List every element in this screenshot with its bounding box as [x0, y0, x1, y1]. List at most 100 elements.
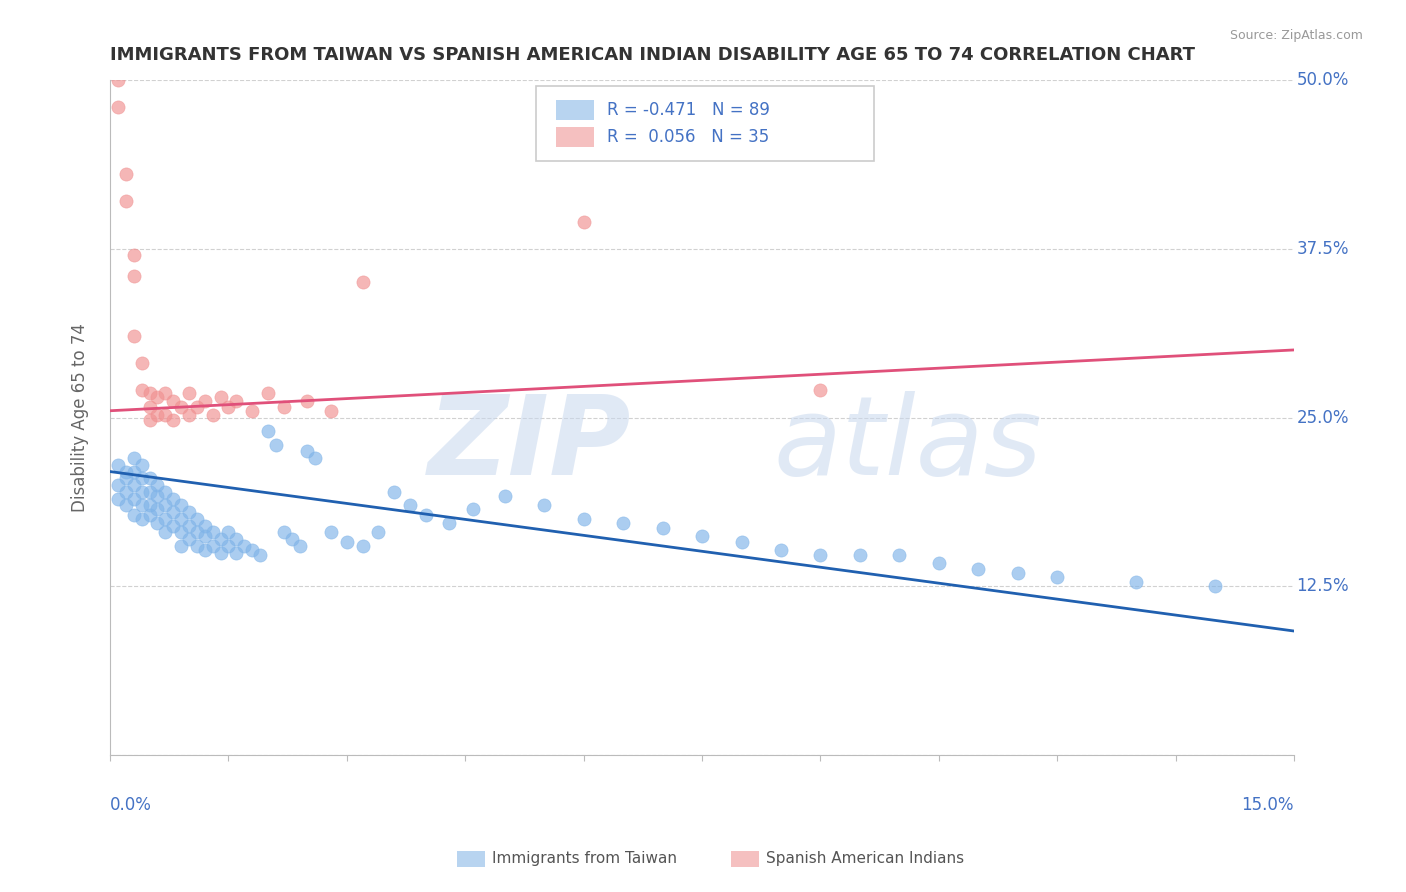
Point	[194, 394, 217, 409]
Point	[131, 471, 153, 485]
Point	[336, 534, 359, 549]
Point	[122, 268, 145, 283]
Text: ZIP: ZIP	[427, 391, 631, 498]
Point	[115, 499, 138, 513]
Point	[122, 329, 145, 343]
Point	[177, 505, 200, 519]
Point	[155, 484, 177, 499]
Point	[162, 413, 184, 427]
Point	[155, 512, 177, 526]
Text: 12.5%: 12.5%	[1296, 577, 1348, 596]
Point	[138, 386, 160, 401]
Point	[297, 444, 319, 458]
Point	[177, 532, 200, 546]
Point	[170, 525, 193, 540]
Point	[115, 194, 138, 209]
Point	[162, 491, 184, 506]
Point	[352, 276, 374, 290]
Point	[201, 525, 224, 540]
Point	[1204, 579, 1226, 593]
Point	[217, 525, 239, 540]
Point	[201, 408, 224, 422]
Point	[967, 562, 990, 576]
Point	[194, 529, 217, 543]
Text: R = -0.471   N = 89: R = -0.471 N = 89	[607, 101, 770, 119]
Point	[810, 549, 832, 563]
Point	[494, 489, 516, 503]
Point	[162, 518, 184, 533]
Point	[131, 499, 153, 513]
Text: IMMIGRANTS FROM TAIWAN VS SPANISH AMERICAN INDIAN DISABILITY AGE 65 TO 74 CORREL: IMMIGRANTS FROM TAIWAN VS SPANISH AMERIC…	[110, 46, 1195, 64]
Point	[170, 512, 193, 526]
Point	[138, 400, 160, 414]
Point	[107, 100, 129, 114]
Point	[162, 505, 184, 519]
Point	[264, 437, 287, 451]
Point	[889, 549, 911, 563]
Point	[131, 484, 153, 499]
Point	[122, 248, 145, 262]
Point	[146, 502, 169, 516]
Point	[186, 512, 208, 526]
Point	[730, 534, 752, 549]
Point	[131, 356, 153, 370]
Point	[273, 400, 295, 414]
Point	[225, 394, 247, 409]
Point	[115, 167, 138, 181]
Point	[209, 390, 232, 404]
Point	[170, 539, 193, 553]
Text: 50.0%: 50.0%	[1296, 70, 1348, 88]
Point	[257, 386, 280, 401]
Point	[463, 502, 485, 516]
Point	[162, 394, 184, 409]
Point	[146, 390, 169, 404]
Point	[146, 516, 169, 530]
Point	[217, 539, 239, 553]
Bar	[557, 127, 595, 147]
Point	[122, 508, 145, 522]
Point	[249, 549, 271, 563]
Point	[122, 451, 145, 466]
Point	[146, 489, 169, 503]
Text: Immigrants from Taiwan: Immigrants from Taiwan	[492, 851, 678, 865]
Point	[170, 499, 193, 513]
Point	[217, 400, 239, 414]
Point	[257, 424, 280, 438]
Point	[1046, 570, 1069, 584]
Point	[107, 478, 129, 492]
Point	[170, 400, 193, 414]
Point	[155, 386, 177, 401]
Text: Spanish American Indians: Spanish American Indians	[766, 851, 965, 865]
Point	[612, 516, 634, 530]
Text: 0.0%: 0.0%	[110, 796, 152, 814]
Point	[115, 465, 138, 479]
Point	[138, 499, 160, 513]
Text: 15.0%: 15.0%	[1241, 796, 1294, 814]
Point	[131, 384, 153, 398]
Point	[138, 484, 160, 499]
Point	[288, 539, 311, 553]
Point	[240, 403, 263, 417]
Text: R =  0.056   N = 35: R = 0.056 N = 35	[607, 128, 769, 146]
Point	[146, 408, 169, 422]
Point	[319, 403, 342, 417]
Point	[225, 546, 247, 560]
Point	[138, 413, 160, 427]
Point	[194, 518, 217, 533]
Point	[177, 408, 200, 422]
Point	[115, 471, 138, 485]
Point	[122, 478, 145, 492]
Point	[690, 529, 713, 543]
Point	[201, 539, 224, 553]
Point	[651, 521, 673, 535]
Point	[849, 549, 872, 563]
Text: atlas: atlas	[773, 391, 1042, 498]
Point	[225, 532, 247, 546]
Point	[319, 525, 342, 540]
Point	[415, 508, 437, 522]
Text: 37.5%: 37.5%	[1296, 240, 1348, 258]
Point	[186, 525, 208, 540]
Point	[928, 557, 950, 571]
Point	[240, 543, 263, 558]
Point	[177, 386, 200, 401]
